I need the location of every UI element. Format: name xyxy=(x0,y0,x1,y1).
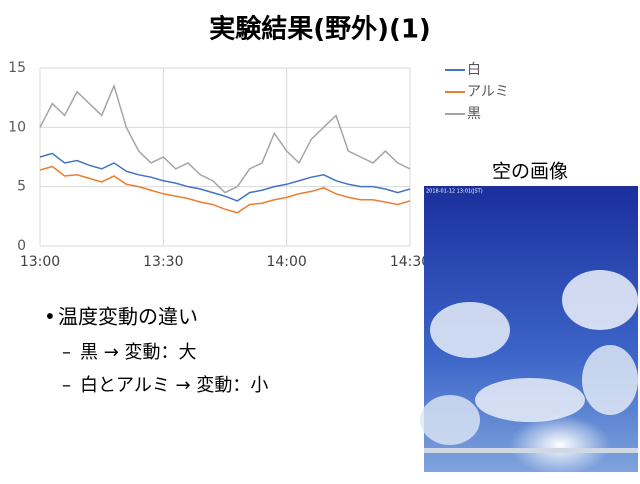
legend-label: 黒 xyxy=(467,106,481,122)
bullet-title: 温度変動の違い xyxy=(58,305,198,329)
legend-label: アルミ xyxy=(467,84,509,100)
y-tick-label: 5 xyxy=(17,179,26,195)
series-line xyxy=(39,83,411,194)
photo-timestamp: 2018-01-12 13:01(JST) xyxy=(426,189,483,195)
y-tick-label: 15 xyxy=(8,60,26,76)
y-tick-label: 10 xyxy=(8,119,26,135)
series-line xyxy=(39,165,411,214)
x-tick-label: 14:30 xyxy=(390,254,430,270)
bullet-marker: – xyxy=(62,342,71,363)
photo-caption: 空の画像 xyxy=(492,161,568,183)
slide-title: 実験結果(野外)(1) xyxy=(209,14,431,45)
x-tick-label: 14:00 xyxy=(266,254,306,270)
bullet-item: 黒 → 変動：大 xyxy=(80,342,197,363)
series-line xyxy=(39,152,411,202)
x-tick-label: 13:00 xyxy=(20,254,60,270)
y-tick-label: 0 xyxy=(17,238,26,254)
legend-label: 白 xyxy=(467,62,481,78)
bullet-marker: • xyxy=(44,305,56,329)
x-tick-label: 13:30 xyxy=(143,254,183,270)
bullet-item: 白とアルミ → 変動：小 xyxy=(80,375,268,396)
bullet-marker: – xyxy=(62,375,71,396)
sky-photo: 2018-01-12 13:01(JST) xyxy=(420,186,638,475)
